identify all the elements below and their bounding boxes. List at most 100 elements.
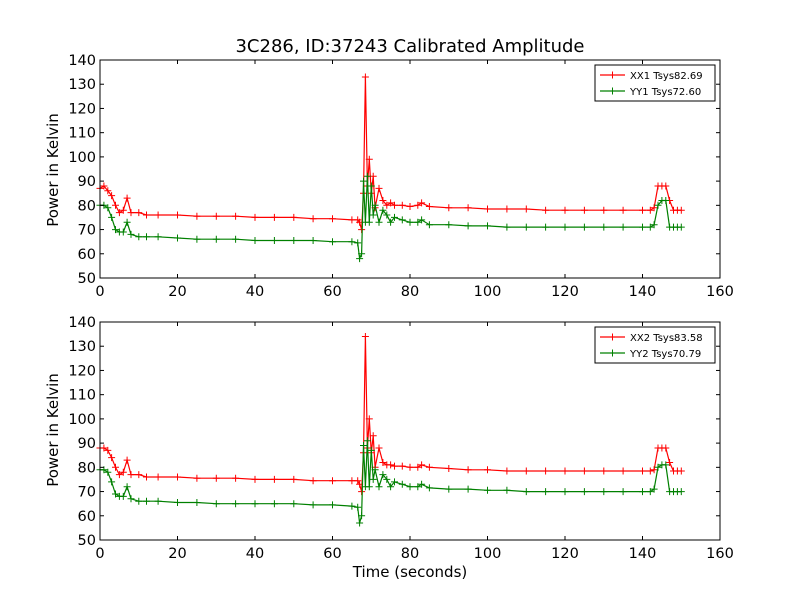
data-point <box>251 213 259 221</box>
data-point <box>108 478 116 486</box>
data-point <box>375 184 383 192</box>
data-point <box>354 239 362 247</box>
data-point <box>406 203 414 210</box>
data-point <box>143 211 150 219</box>
data-point <box>387 218 395 226</box>
data-point <box>371 201 379 209</box>
data-point <box>154 211 162 219</box>
data-point <box>561 467 569 475</box>
legend-label: XX2 Tsys83.58 <box>630 333 703 344</box>
data-point <box>654 201 662 209</box>
y-tick-label: 140 <box>68 53 96 69</box>
data-point <box>193 499 201 506</box>
data-point <box>677 467 685 475</box>
data-point <box>365 155 373 163</box>
data-point <box>650 204 658 212</box>
data-point <box>600 206 608 214</box>
data-point <box>375 483 383 491</box>
plot-area-2: 0 20 40 60 80 100 120 140 160 50 60 70 80 90 100 110 120… <box>68 315 734 562</box>
x-tick-label: 0 <box>95 284 104 300</box>
data-point <box>379 197 387 204</box>
y-tick-label: 70 <box>78 223 96 239</box>
data-point <box>348 238 356 246</box>
data-point <box>104 468 112 476</box>
data-point <box>418 199 426 207</box>
data-point <box>414 201 422 209</box>
data-point <box>639 467 646 475</box>
x-tick-label: 160 <box>706 546 734 562</box>
y-tick-label: 140 <box>68 315 96 331</box>
data-point <box>522 205 530 213</box>
data-point <box>309 477 317 485</box>
data-point <box>348 502 356 510</box>
data-point <box>119 492 127 500</box>
data-point <box>464 222 472 230</box>
data-point <box>309 237 317 244</box>
data-point <box>639 488 646 496</box>
subplot-1: 3C286, ID:37243 Calibrated Amplitude Pow… <box>44 36 734 300</box>
data-point <box>212 500 220 508</box>
data-point <box>127 209 135 217</box>
data-point <box>361 73 369 81</box>
data-point <box>367 446 375 454</box>
y-tick-label: 60 <box>78 247 96 263</box>
y-tick-label: 130 <box>68 77 96 93</box>
data-point <box>251 500 259 508</box>
x-tick-label: 160 <box>706 284 734 300</box>
x-tick-label: 40 <box>246 284 264 300</box>
x-tick-label: 60 <box>323 546 341 562</box>
x-tick-label: 120 <box>551 546 579 562</box>
data-point <box>542 223 550 231</box>
data-point <box>193 474 201 482</box>
legend-marker <box>609 349 616 357</box>
data-point <box>112 201 119 209</box>
data-point <box>425 203 433 210</box>
data-point <box>418 461 426 469</box>
data-point <box>354 477 362 485</box>
data-point <box>212 474 220 482</box>
data-point <box>639 206 646 214</box>
data-point <box>677 206 685 214</box>
y-tick-label: 120 <box>68 363 96 379</box>
data-point <box>445 204 453 212</box>
data-point <box>522 488 530 496</box>
y-tick-label: 70 <box>78 485 96 501</box>
data-point <box>522 223 530 231</box>
data-point <box>154 233 162 241</box>
data-point <box>398 201 406 209</box>
data-point <box>383 201 391 209</box>
data-point <box>580 467 588 475</box>
data-point <box>369 432 377 440</box>
data-point <box>356 519 364 527</box>
data-point <box>369 211 377 219</box>
data-point <box>360 177 367 185</box>
data-point <box>662 461 670 469</box>
x-tick-label: 40 <box>246 546 264 562</box>
data-point <box>174 499 181 506</box>
y-tick-label: 80 <box>78 198 96 214</box>
data-point <box>143 473 150 481</box>
data-point <box>363 437 371 445</box>
y-tick-label: 100 <box>68 412 96 428</box>
data-point <box>232 212 240 220</box>
data-point <box>112 226 119 234</box>
data-point <box>100 444 108 452</box>
legend: XX2 Tsys83.58 YY2 Tsys70.79 <box>594 326 716 364</box>
data-point <box>646 223 654 231</box>
y-axis-label-2: Power in Kelvin <box>44 373 62 487</box>
data-point <box>425 221 433 229</box>
data-point <box>143 233 150 241</box>
data-point <box>379 206 387 214</box>
data-point <box>677 488 685 496</box>
data-point <box>154 497 162 505</box>
data-point <box>329 477 336 485</box>
data-point <box>371 466 379 474</box>
data-point <box>666 459 674 466</box>
data-point <box>503 223 511 231</box>
data-point <box>387 199 395 207</box>
data-point <box>112 463 119 471</box>
data-point <box>464 485 472 493</box>
data-point <box>367 182 375 190</box>
data-point <box>445 485 453 493</box>
data-point <box>414 483 422 491</box>
